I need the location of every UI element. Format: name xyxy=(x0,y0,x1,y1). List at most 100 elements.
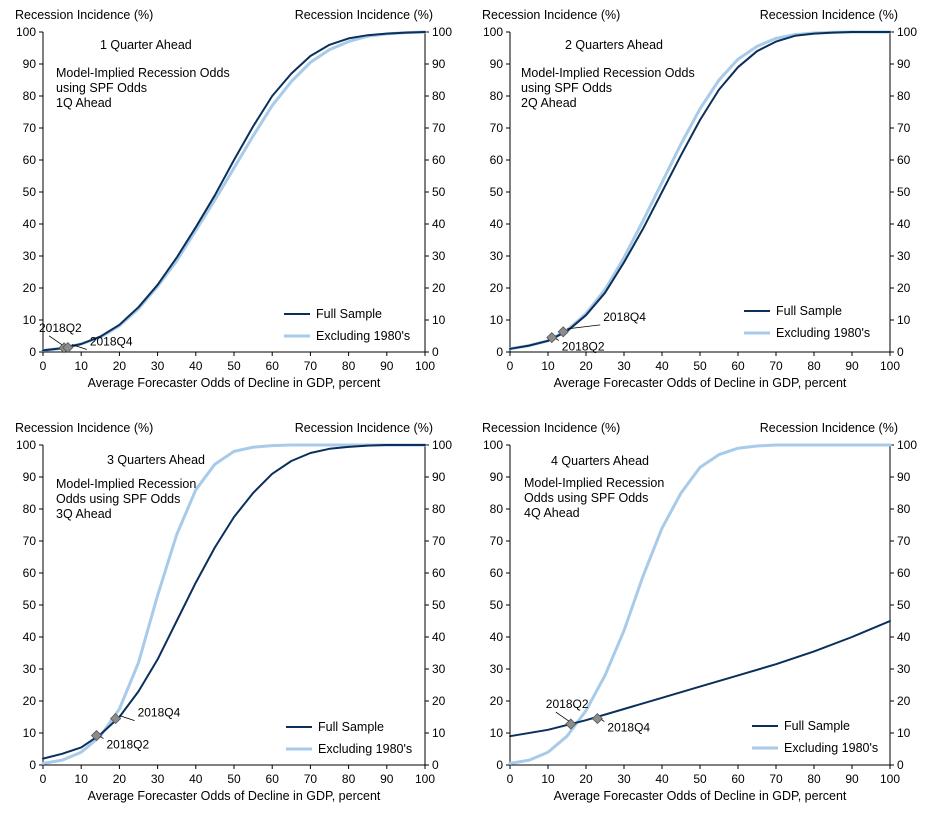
y-tick-label-left: 50 xyxy=(490,185,504,199)
y-tick-label-left: 70 xyxy=(23,121,37,135)
y-tick-label-right: 0 xyxy=(432,758,439,772)
x-tick-label: 60 xyxy=(731,772,745,786)
series-line-excluding-1980s xyxy=(508,443,892,765)
x-tick-label: 70 xyxy=(769,772,783,786)
panel-title: 2 Quarters Ahead xyxy=(565,38,663,52)
y-tick-label-right: 0 xyxy=(897,345,904,359)
y-tick-label-left: 0 xyxy=(29,758,36,772)
y-tick-label-left: 50 xyxy=(490,598,504,612)
x-tick-label: 10 xyxy=(75,359,89,373)
y-tick-label-left: 100 xyxy=(16,25,36,39)
x-tick-label: 50 xyxy=(693,359,707,373)
y-tick-label-left: 20 xyxy=(490,694,504,708)
legend-label-excluding-1980s: Excluding 1980's xyxy=(776,326,870,340)
y-tick-label-left: 10 xyxy=(23,313,37,327)
x-tick-label: 100 xyxy=(880,359,900,373)
x-tick-label: 60 xyxy=(731,359,745,373)
panel-annotation-line: Odds using SPF Odds xyxy=(56,492,180,506)
y-tick-label-right: 50 xyxy=(432,185,446,199)
y-tick-label-right: 40 xyxy=(897,630,911,644)
data-point-marker xyxy=(557,326,569,338)
data-point-marker xyxy=(110,713,122,725)
y-tick-label-right: 30 xyxy=(432,249,446,263)
y-tick-label-left: 90 xyxy=(23,57,37,71)
x-tick-label: 20 xyxy=(579,772,593,786)
y-axis-title-left: Recession Incidence (%) xyxy=(482,421,620,435)
x-tick-label: 90 xyxy=(380,772,394,786)
panel-annotation-line: 2Q Ahead xyxy=(521,96,577,110)
y-tick-label-right: 60 xyxy=(897,566,911,580)
x-tick-label: 60 xyxy=(266,359,280,373)
y-tick-label-right: 60 xyxy=(432,153,446,167)
y-tick-label-left: 60 xyxy=(23,566,37,580)
y-tick-label-right: 20 xyxy=(897,694,911,708)
y-tick-label-left: 20 xyxy=(23,694,37,708)
y-tick-label-left: 60 xyxy=(23,153,37,167)
y-tick-label-right: 20 xyxy=(432,694,446,708)
marker-leader-line xyxy=(555,338,560,341)
panel-annotation-line: Model-Implied Recession Odds xyxy=(521,66,695,80)
y-tick-label-right: 50 xyxy=(432,598,446,612)
x-tick-label: 100 xyxy=(415,772,435,786)
x-tick-label: 60 xyxy=(266,772,280,786)
panel-annotation-line: 3Q Ahead xyxy=(56,507,112,521)
y-tick-label-left: 90 xyxy=(490,470,504,484)
y-tick-label-right: 10 xyxy=(897,726,911,740)
marker-leader-line xyxy=(555,711,570,722)
x-axis-title: Average Forecaster Odds of Decline in GD… xyxy=(88,789,381,803)
data-point-marker xyxy=(565,718,577,730)
marker-label: 2018Q2 xyxy=(546,697,589,711)
y-tick-label-left: 40 xyxy=(490,217,504,231)
y-tick-label-left: 10 xyxy=(490,313,504,327)
x-tick-label: 10 xyxy=(541,772,555,786)
y-axis-title-left: Recession Incidence (%) xyxy=(482,8,620,22)
y-tick-label-left: 60 xyxy=(490,566,504,580)
y-tick-label-right: 10 xyxy=(432,313,446,327)
series-line-full-sample xyxy=(42,31,426,352)
y-tick-label-left: 40 xyxy=(23,630,37,644)
panel-annotation-line: Odds using SPF Odds xyxy=(524,491,648,505)
legend-label-full-sample: Full Sample xyxy=(776,304,842,318)
marker-leader-line xyxy=(48,335,63,346)
x-tick-label: 10 xyxy=(75,772,89,786)
x-tick-label: 20 xyxy=(113,359,127,373)
x-tick-label: 40 xyxy=(655,359,669,373)
y-axis-title-left: Recession Incidence (%) xyxy=(15,421,153,435)
x-axis-title: Average Forecaster Odds of Decline in GD… xyxy=(88,376,381,390)
x-axis-title: Average Forecaster Odds of Decline in GD… xyxy=(554,789,847,803)
marker-label: 2018Q4 xyxy=(138,706,181,720)
x-tick-label: 80 xyxy=(807,772,821,786)
y-tick-label-left: 100 xyxy=(483,438,503,452)
y-tick-label-right: 100 xyxy=(897,438,917,452)
y-tick-label-right: 10 xyxy=(432,726,446,740)
y-tick-label-left: 70 xyxy=(23,534,37,548)
y-tick-label-left: 30 xyxy=(490,662,504,676)
y-tick-label-left: 70 xyxy=(490,121,504,135)
marker-label: 2018Q4 xyxy=(607,721,650,735)
y-tick-label-left: 60 xyxy=(490,153,504,167)
y-tick-label-right: 70 xyxy=(897,534,911,548)
marker-label: 2018Q4 xyxy=(603,310,646,324)
y-tick-label-left: 100 xyxy=(483,25,503,39)
marker-leader-line xyxy=(100,736,104,739)
x-tick-label: 30 xyxy=(151,772,165,786)
legend-label-excluding-1980s: Excluding 1980's xyxy=(318,742,412,756)
data-point-marker xyxy=(546,332,558,344)
y-tick-label-right: 100 xyxy=(432,25,452,39)
series-line-full-sample xyxy=(42,444,426,760)
y-tick-label-left: 40 xyxy=(23,217,37,231)
x-axis-title: Average Forecaster Odds of Decline in GD… xyxy=(554,376,847,390)
legend: Full Sample Excluding 1980's xyxy=(286,720,412,756)
x-tick-label: 10 xyxy=(541,359,555,373)
y-tick-label-left: 80 xyxy=(490,502,504,516)
panel-annotation-line: Model-Implied Recession xyxy=(524,476,664,490)
y-tick-label-right: 30 xyxy=(897,249,911,263)
y-tick-label-right: 30 xyxy=(432,662,446,676)
y-tick-label-right: 60 xyxy=(897,153,911,167)
y-tick-label-left: 10 xyxy=(23,726,37,740)
y-tick-label-right: 30 xyxy=(897,662,911,676)
y-tick-label-right: 100 xyxy=(897,25,917,39)
x-tick-label: 50 xyxy=(693,772,707,786)
